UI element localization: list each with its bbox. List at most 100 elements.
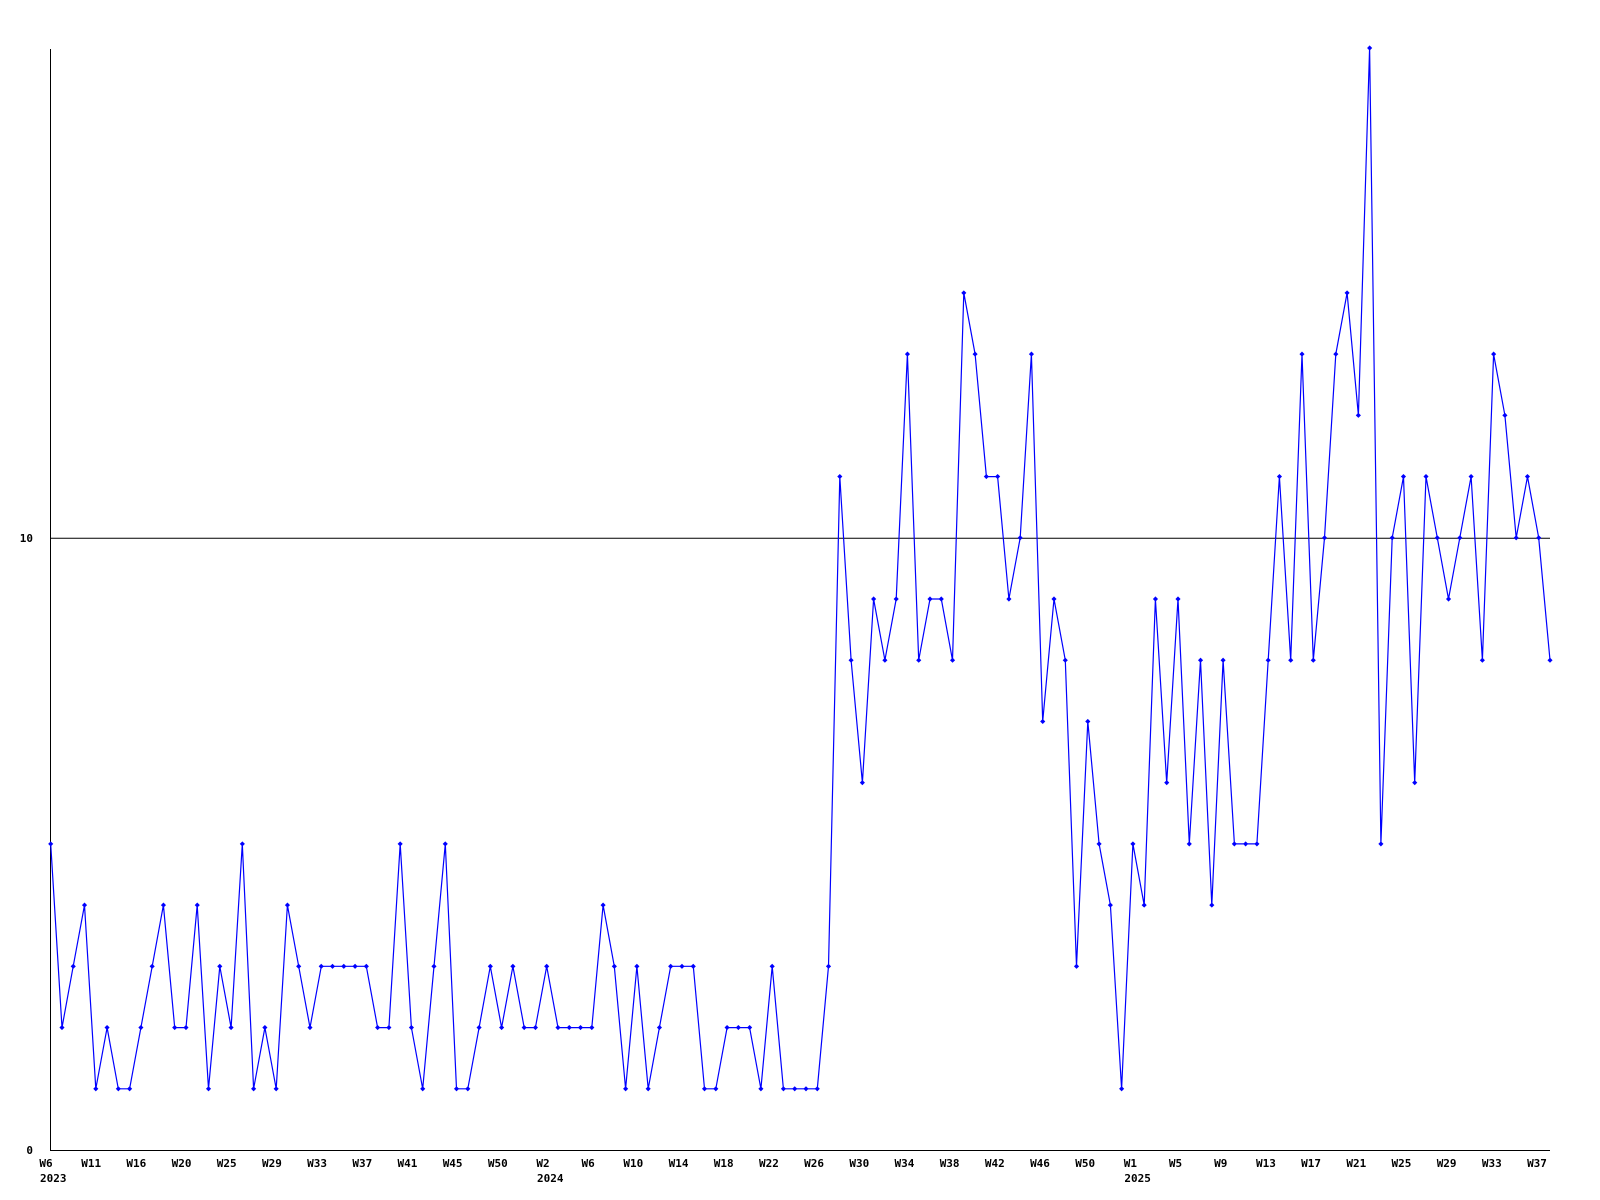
x-tick-label: W22	[759, 1157, 779, 1170]
data-point	[1073, 963, 1080, 969]
data-point	[871, 596, 877, 602]
axes	[50, 49, 1550, 1151]
data-point	[544, 963, 550, 969]
data-point	[329, 963, 336, 969]
data-point	[1344, 290, 1350, 296]
data-point	[634, 963, 640, 969]
data-point	[825, 963, 832, 969]
data-point	[352, 963, 358, 969]
x-tick-label: W18	[714, 1157, 734, 1170]
data-point	[465, 1086, 471, 1092]
data-point	[48, 841, 54, 847]
data-point	[1051, 596, 1057, 602]
x-tick-label: W11	[81, 1157, 101, 1170]
y-tick-label: 10	[20, 532, 33, 545]
series-line	[50, 47, 1551, 1090]
data-point	[104, 1024, 110, 1031]
data-point	[916, 657, 922, 663]
data-point	[521, 1024, 527, 1031]
data-point	[1197, 657, 1204, 663]
data-point	[1333, 351, 1339, 357]
data-point	[386, 1024, 392, 1031]
data-point	[341, 963, 347, 969]
data-point	[1243, 841, 1249, 847]
data-point	[803, 1086, 809, 1092]
year-label: 2023	[40, 1172, 67, 1185]
x-tick-label: W50	[488, 1157, 508, 1170]
data-point	[735, 1024, 741, 1031]
data-point	[1141, 902, 1147, 908]
data-point	[251, 1086, 257, 1092]
data-point	[284, 902, 290, 908]
x-tick-label: W9	[1214, 1157, 1227, 1170]
data-point	[566, 1024, 572, 1031]
data-point	[1491, 351, 1497, 357]
data-point	[239, 841, 245, 847]
data-point	[1028, 351, 1035, 357]
data-point	[645, 1086, 651, 1092]
data-point	[1445, 596, 1452, 602]
x-tick-label: W16	[126, 1157, 146, 1170]
data-point	[1423, 473, 1429, 480]
x-tick-label: W37	[1527, 1157, 1547, 1170]
data-point	[1310, 657, 1316, 663]
data-point	[59, 1024, 65, 1031]
data-point	[690, 963, 696, 969]
x-tick-label: W13	[1256, 1157, 1276, 1170]
data-point	[363, 963, 369, 969]
data-point	[713, 1086, 719, 1092]
year-label: 2024	[537, 1172, 564, 1185]
data-point	[1412, 780, 1418, 786]
data-point	[780, 1086, 787, 1092]
data-point	[273, 1086, 279, 1092]
data-point	[656, 1024, 663, 1031]
data-point	[228, 1024, 234, 1031]
data-point	[904, 351, 911, 357]
x-tick-label: W29	[1437, 1157, 1457, 1170]
data-point	[848, 657, 854, 663]
x-tick-label: W41	[398, 1157, 418, 1170]
data-point	[1457, 535, 1463, 541]
data-point	[600, 902, 606, 908]
data-point	[431, 963, 437, 969]
data-point	[1164, 780, 1170, 786]
data-point	[420, 1086, 426, 1092]
data-point	[1085, 718, 1091, 725]
data-point	[1254, 841, 1260, 847]
data-point	[510, 963, 516, 969]
data-point	[679, 963, 685, 969]
data-point	[160, 902, 166, 908]
year-label: 2025	[1124, 1172, 1151, 1185]
data-point	[172, 1024, 178, 1031]
x-tick-label: W25	[1392, 1157, 1412, 1170]
data-point	[1119, 1086, 1125, 1092]
data-point	[499, 1024, 505, 1031]
data-point	[296, 963, 302, 969]
data-point	[837, 473, 843, 480]
data-point	[668, 963, 674, 969]
data-point	[194, 902, 200, 908]
data-point	[1006, 596, 1012, 602]
x-tick-label: W5	[1169, 1157, 1182, 1170]
data-point	[1152, 596, 1159, 602]
data-point	[972, 351, 978, 357]
data-point	[1276, 473, 1283, 480]
data-point	[1502, 412, 1508, 418]
data-point	[307, 1024, 313, 1031]
data-point	[149, 963, 155, 969]
data-point	[262, 1024, 268, 1031]
data-point	[701, 1086, 708, 1092]
data-point	[859, 780, 865, 786]
data-point	[792, 1086, 798, 1092]
data-point	[1355, 412, 1361, 418]
x-tick-label: W45	[443, 1157, 463, 1170]
data-point	[1175, 596, 1181, 602]
data-point	[93, 1086, 99, 1092]
data-point	[1400, 473, 1407, 480]
data-point	[589, 1024, 595, 1031]
data-point	[1513, 535, 1519, 541]
data-point	[70, 963, 76, 969]
data-point	[758, 1086, 764, 1092]
data-point	[1220, 657, 1226, 663]
